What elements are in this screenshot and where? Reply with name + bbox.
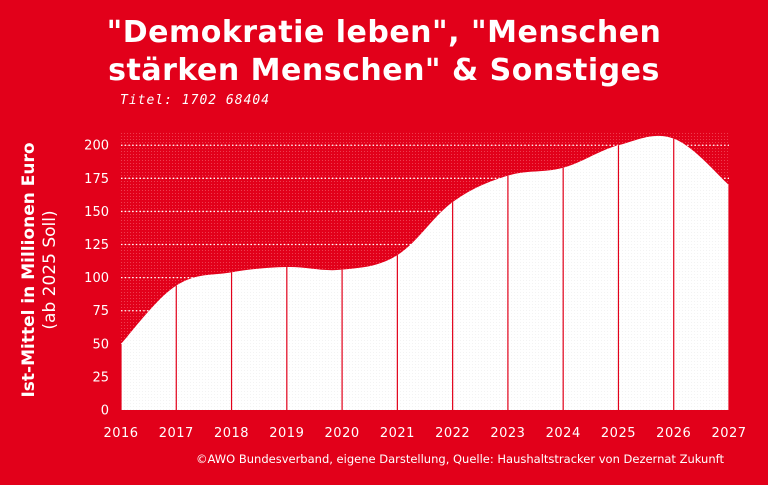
y-tick-label: 75: [92, 304, 109, 319]
chart-subtitle: Titel: 1702 68404: [120, 93, 271, 108]
y-tick-label: 175: [84, 172, 109, 187]
chart-title: "Demokratie leben", "Menschen stärken Me…: [0, 14, 768, 90]
area-series: [121, 135, 729, 410]
x-tick-label: 2026: [656, 426, 691, 441]
x-tick-label: 2020: [325, 426, 360, 441]
year-dividers: [120, 138, 730, 410]
y-ticks: 0 25 50 75 100 125 150 175 200: [84, 139, 109, 419]
x-tick-label: 2022: [435, 426, 470, 441]
source-note: ©AWO Bundesverband, eigene Darstellung, …: [196, 452, 724, 466]
y-tick-label: 150: [84, 205, 109, 220]
y-tick-label: 125: [84, 238, 109, 253]
y-tick-label: 100: [84, 271, 109, 286]
x-tick-label: 2016: [103, 426, 138, 441]
x-tick-label: 2023: [490, 426, 525, 441]
x-tick-label: 2027: [711, 426, 746, 441]
x-tick-label: 2019: [269, 426, 304, 441]
y-tick-label: 200: [84, 139, 109, 154]
x-ticks: 2016 2017 2018 2019 2020 2021 2022 2023 2024 2025…: [103, 426, 746, 441]
y-tick-label: 50: [92, 337, 109, 352]
y-tick-label: 25: [92, 370, 109, 385]
x-tick-label: 2017: [159, 426, 194, 441]
x-tick-label: 2024: [546, 426, 581, 441]
y-tick-label: 0: [101, 404, 109, 419]
x-tick-label: 2025: [601, 426, 636, 441]
chart-title-line-1: "Demokratie leben", "Menschen: [106, 15, 662, 50]
x-tick-label: 2018: [214, 426, 249, 441]
chart-title-line-2: stärken Menschen" & Sonstiges: [108, 53, 660, 88]
x-tick-label: 2021: [380, 426, 415, 441]
